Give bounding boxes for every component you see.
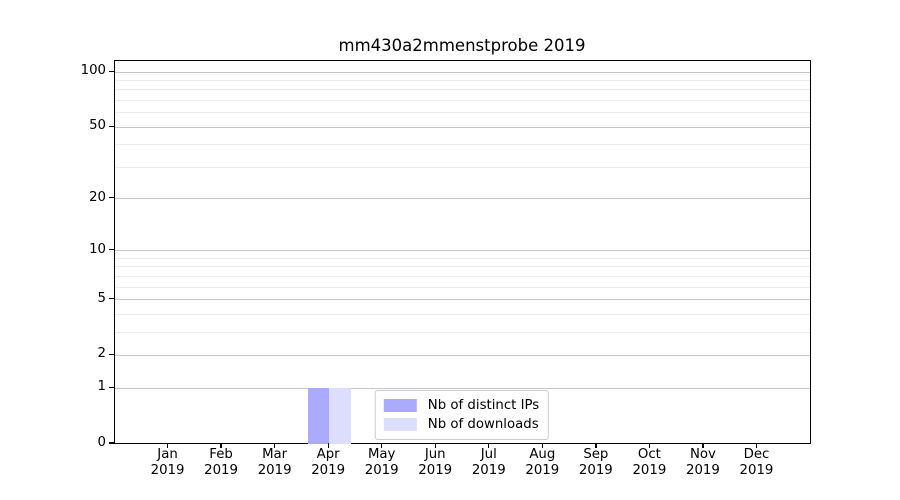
gridline-minor xyxy=(115,100,810,102)
x-tick-mark xyxy=(488,443,490,448)
y-tick-mark xyxy=(109,298,114,300)
x-tick-label-may: May 2019 xyxy=(364,447,399,478)
x-tick-year: 2019 xyxy=(739,463,774,478)
gridline-major xyxy=(115,71,810,73)
gridline-minor xyxy=(115,331,810,333)
x-tick-year: 2019 xyxy=(418,463,453,478)
x-tick-year: 2019 xyxy=(471,463,506,478)
gridline-minor xyxy=(115,275,810,277)
y-tick-label: 1 xyxy=(97,379,106,395)
y-tick-label: 5 xyxy=(97,290,106,306)
gridline-minor xyxy=(115,166,810,168)
x-tick-year: 2019 xyxy=(204,463,238,478)
x-tick-label-jul: Jul 2019 xyxy=(471,447,506,478)
x-tick-mark xyxy=(434,443,436,448)
gridline-minor xyxy=(115,112,810,114)
x-tick-label-oct: Oct 2019 xyxy=(632,447,667,478)
legend-label: Nb of downloads xyxy=(427,417,539,432)
chart-title: mm430a2mmenstprobe 2019 xyxy=(338,36,586,55)
x-tick-mark xyxy=(541,443,543,448)
legend-entry-distinct-ips: Nb of distinct IPs xyxy=(383,396,540,415)
legend-swatch xyxy=(383,399,417,412)
x-tick-label-jan: Jan 2019 xyxy=(150,447,185,478)
y-tick-label: 100 xyxy=(80,63,106,79)
gridline-minor xyxy=(115,266,810,268)
y-tick-label: 50 xyxy=(89,118,106,134)
x-tick-label-jun: Jun 2019 xyxy=(418,447,453,478)
x-tick-mark xyxy=(327,443,329,448)
x-tick-label-feb: Feb 2019 xyxy=(204,447,238,478)
x-tick-mark xyxy=(274,443,276,448)
x-tick-label-aug: Aug 2019 xyxy=(525,447,560,478)
x-tick-year: 2019 xyxy=(632,463,667,478)
gridline-minor xyxy=(115,80,810,82)
x-tick-year: 2019 xyxy=(150,463,185,478)
gridline-major xyxy=(115,387,810,389)
gridline-major xyxy=(115,126,810,128)
x-tick-year: 2019 xyxy=(578,463,613,478)
x-tick-mark xyxy=(220,443,222,448)
x-tick-year: 2019 xyxy=(257,463,292,478)
x-tick-mark xyxy=(595,443,597,448)
gridline-minor xyxy=(115,286,810,288)
x-tick-mark xyxy=(648,443,651,448)
x-tick-mark xyxy=(381,443,383,448)
x-tick-mark xyxy=(166,443,169,448)
x-tick-label-mar: Mar 2019 xyxy=(257,447,292,478)
gridline-major xyxy=(115,198,810,200)
gridline-minor xyxy=(115,89,810,91)
y-tick-mark xyxy=(109,442,114,444)
legend-label: Nb of distinct IPs xyxy=(427,398,540,413)
x-tick-mark xyxy=(755,443,758,448)
gridline-minor xyxy=(115,144,810,146)
x-tick-year: 2019 xyxy=(686,463,720,478)
legend-swatch xyxy=(383,418,417,431)
x-tick-label-nov: Nov 2019 xyxy=(686,447,720,478)
x-tick-label-dec: Dec 2019 xyxy=(739,447,774,478)
y-tick-mark xyxy=(109,197,114,199)
gridline-major xyxy=(115,299,810,301)
y-tick-label: 2 xyxy=(97,346,106,362)
y-tick-mark xyxy=(109,125,114,127)
y-tick-mark xyxy=(109,353,114,356)
x-tick-label-apr: Apr 2019 xyxy=(311,447,346,478)
legend-entry-downloads: Nb of downloads xyxy=(383,415,539,434)
x-tick-year: 2019 xyxy=(311,463,346,478)
bar-apr-distinct-ips xyxy=(307,388,330,444)
gridline-minor xyxy=(115,257,810,259)
gridline-minor xyxy=(115,313,810,315)
gridline-major xyxy=(115,354,810,356)
x-tick-label-sep: Sep 2019 xyxy=(578,447,613,478)
y-tick-mark xyxy=(109,249,114,251)
y-tick-label: 10 xyxy=(89,241,106,257)
legend: Nb of distinct IPs Nb of downloads xyxy=(374,390,550,440)
y-tick-label: 0 xyxy=(97,435,106,450)
gridline-major xyxy=(115,250,810,252)
x-tick-year: 2019 xyxy=(525,463,560,478)
x-tick-year: 2019 xyxy=(364,463,399,478)
plot-area xyxy=(114,60,811,444)
x-tick-mark xyxy=(702,443,704,448)
bar-apr-downloads xyxy=(329,388,351,444)
y-tick-mark xyxy=(109,70,114,72)
y-tick-mark xyxy=(109,386,114,388)
y-tick-label: 20 xyxy=(89,189,106,205)
